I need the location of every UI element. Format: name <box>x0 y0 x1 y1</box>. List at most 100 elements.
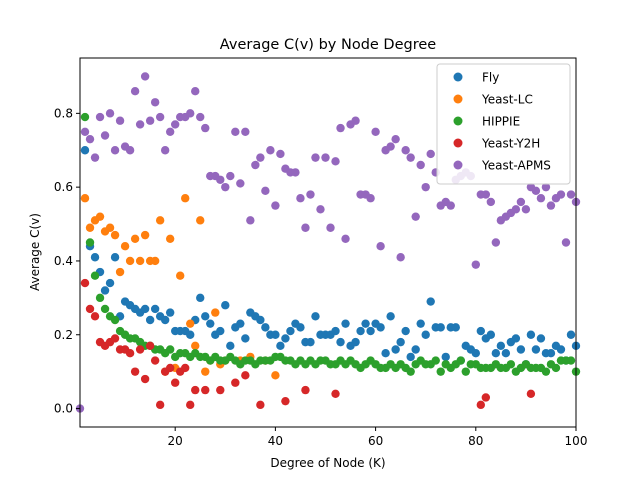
y-tick-label: 0.4 <box>54 254 73 268</box>
data-point <box>165 345 175 354</box>
data-point <box>471 349 480 358</box>
data-point <box>421 182 430 192</box>
data-point <box>301 385 310 395</box>
y-tick-label: 0.0 <box>54 402 73 416</box>
data-point <box>431 356 440 365</box>
data-point <box>90 312 100 321</box>
legend-label: HIPPIE <box>482 115 520 129</box>
data-point <box>281 334 290 343</box>
data-point <box>95 212 105 221</box>
data-point <box>110 230 120 240</box>
legend-marker <box>453 72 463 82</box>
data-point <box>150 356 160 365</box>
data-point <box>186 400 195 410</box>
data-point <box>531 186 541 196</box>
data-point <box>441 352 450 362</box>
data-point <box>481 190 491 199</box>
data-point <box>541 367 551 376</box>
series-yeast-y2h <box>80 278 536 410</box>
data-point <box>150 98 160 107</box>
legend-label: Yeast-APMS <box>481 159 551 173</box>
data-point <box>100 304 110 314</box>
data-point <box>80 127 90 136</box>
data-point <box>306 190 315 199</box>
data-point <box>336 337 345 347</box>
data-point <box>531 345 541 354</box>
data-point <box>306 337 315 347</box>
data-point <box>471 260 480 269</box>
legend-label: Yeast-Y2H <box>481 137 540 151</box>
data-point <box>511 205 521 214</box>
data-point <box>411 345 420 354</box>
y-axis-label: Average C(v) <box>28 213 42 291</box>
series-fly <box>80 146 581 369</box>
data-point <box>556 190 566 199</box>
data-point <box>80 146 90 155</box>
plot-area <box>75 57 581 428</box>
data-point <box>110 253 120 262</box>
legend-marker <box>453 160 463 170</box>
data-point <box>110 146 120 155</box>
data-point <box>326 223 335 232</box>
data-point <box>256 400 265 410</box>
data-point <box>135 120 145 129</box>
data-point <box>331 326 340 336</box>
data-point <box>521 205 531 214</box>
data-point <box>206 319 215 328</box>
data-point <box>401 326 410 336</box>
data-point <box>155 216 165 225</box>
data-point <box>516 345 526 354</box>
x-axis: 20 40 60 80 100 <box>168 427 588 448</box>
y-axis: 0.0 0.2 0.4 0.6 0.8 <box>54 106 80 416</box>
x-tick-label: 100 <box>565 434 588 448</box>
data-point <box>566 356 576 365</box>
data-point <box>196 293 205 303</box>
data-point <box>536 334 546 343</box>
data-point <box>231 378 240 387</box>
data-point <box>281 396 290 406</box>
data-point <box>376 323 385 332</box>
data-point <box>95 293 105 303</box>
data-point <box>105 278 115 288</box>
data-point <box>406 367 415 376</box>
legend-label: Fly <box>482 71 499 85</box>
data-point <box>125 256 135 266</box>
data-point <box>491 238 501 247</box>
axes-frame <box>79 57 577 428</box>
data-point <box>396 337 405 347</box>
x-tick-label: 60 <box>368 434 383 448</box>
data-point <box>216 326 225 336</box>
data-point <box>95 112 105 122</box>
data-point <box>311 312 320 321</box>
data-point <box>241 127 250 136</box>
data-point <box>401 146 410 155</box>
data-point <box>551 363 561 373</box>
data-point <box>246 216 255 225</box>
data-point <box>291 168 300 177</box>
data-point <box>115 116 125 125</box>
data-point <box>135 256 145 266</box>
x-tick-label: 20 <box>168 434 183 448</box>
data-point <box>125 146 135 155</box>
data-point <box>391 345 400 354</box>
data-point <box>170 378 180 387</box>
data-point <box>140 230 150 240</box>
data-point <box>366 194 375 203</box>
data-point <box>181 363 190 373</box>
data-point <box>186 330 195 339</box>
data-point <box>271 371 280 380</box>
data-point <box>351 116 360 125</box>
data-point <box>125 349 135 358</box>
data-point <box>105 223 115 232</box>
data-point <box>566 190 576 199</box>
data-point <box>451 323 460 332</box>
y-tick-label: 0.8 <box>54 106 73 120</box>
legend-label: Yeast-LC <box>481 93 533 107</box>
chart-title: Average C(v) by Node Degree <box>220 37 436 53</box>
data-point <box>541 182 551 192</box>
data-point <box>201 367 210 376</box>
data-point <box>120 241 130 251</box>
data-point <box>201 123 210 133</box>
data-point <box>416 160 425 170</box>
data-point <box>526 330 536 339</box>
